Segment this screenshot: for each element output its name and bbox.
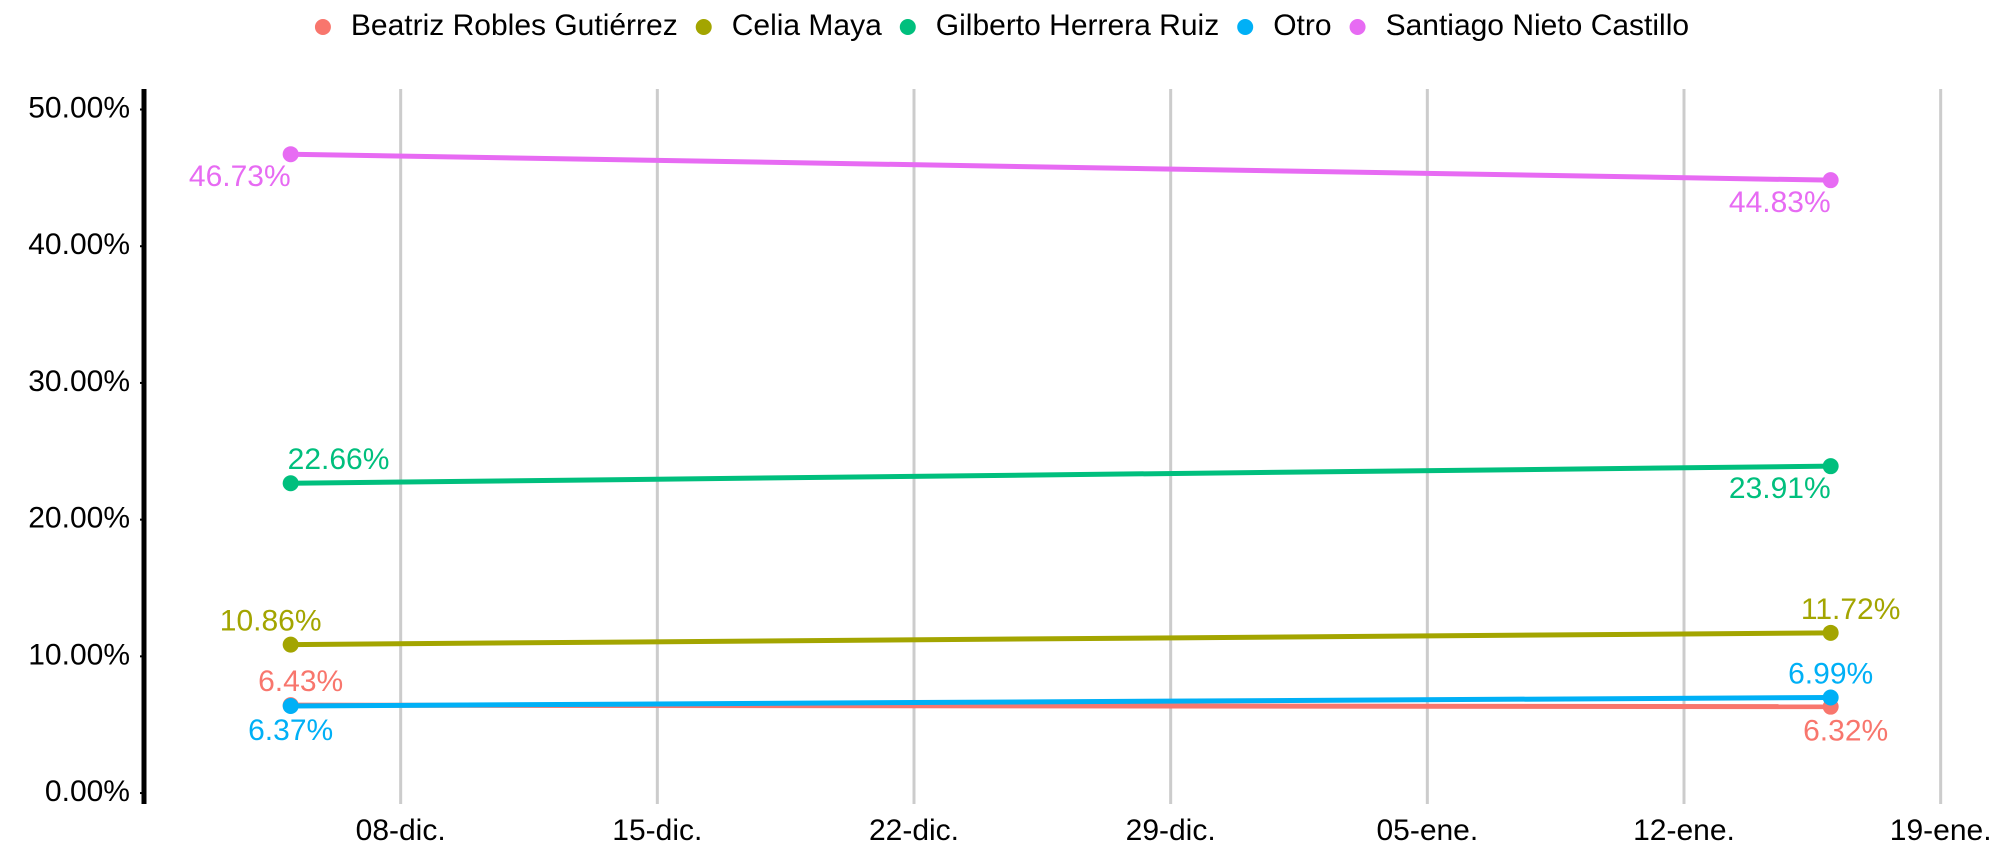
point <box>1822 624 1839 641</box>
data-label: 6.99% <box>1788 657 1873 690</box>
point <box>282 475 299 492</box>
line <box>290 463 1831 486</box>
y-tick-label: 50.00% <box>28 91 130 124</box>
legend-label: Celia Maya <box>732 9 882 42</box>
data-label: 6.43% <box>258 665 343 698</box>
legend-marker <box>1349 19 1366 35</box>
legend-marker <box>899 19 916 35</box>
x-tick-label: 05-ene. <box>1376 814 1478 845</box>
point <box>282 636 299 653</box>
data-label: 23.91% <box>1729 472 1831 505</box>
data-label: 46.73% <box>189 160 291 193</box>
y-tick-label: 30.00% <box>28 365 130 398</box>
legend-label: Beatriz Robles Gutiérrez <box>351 9 678 42</box>
legend-label: Otro <box>1273 9 1331 42</box>
y-tick-label: 40.00% <box>28 228 130 261</box>
data-label: 6.32% <box>1803 715 1888 748</box>
y-tick-label: 0.00% <box>45 775 130 808</box>
legend-label: Santiago Nieto Castillo <box>1386 9 1690 42</box>
data-label: 44.83% <box>1729 186 1831 219</box>
x-tick-label: 19-ene. <box>1890 814 1992 845</box>
line <box>290 695 1831 709</box>
x-tick-label: 22-dic. <box>869 814 959 845</box>
line <box>290 630 1831 648</box>
x-tick-label: 29-dic. <box>1126 814 1216 845</box>
point <box>1822 458 1839 475</box>
x-tick-label: 12-ene. <box>1633 814 1735 845</box>
y-tick-label: 20.00% <box>28 502 130 535</box>
x-tick-label: 08-dic. <box>356 814 446 845</box>
legend-marker <box>695 19 712 35</box>
data-label: 11.72% <box>1801 593 1901 626</box>
legend-marker <box>1237 19 1254 35</box>
y-tick-label: 10.00% <box>28 638 130 671</box>
data-label: 22.66% <box>288 443 390 476</box>
point <box>1822 689 1839 706</box>
x-tick-label: 15-dic. <box>612 814 702 845</box>
legend-label: Gilberto Herrera Ruiz <box>936 9 1219 42</box>
point <box>282 697 299 714</box>
legend-marker <box>314 19 331 35</box>
line <box>290 151 1831 183</box>
data-label: 6.37% <box>248 714 333 747</box>
point <box>1822 172 1839 189</box>
data-label: 10.86% <box>220 605 322 638</box>
point <box>282 146 299 163</box>
